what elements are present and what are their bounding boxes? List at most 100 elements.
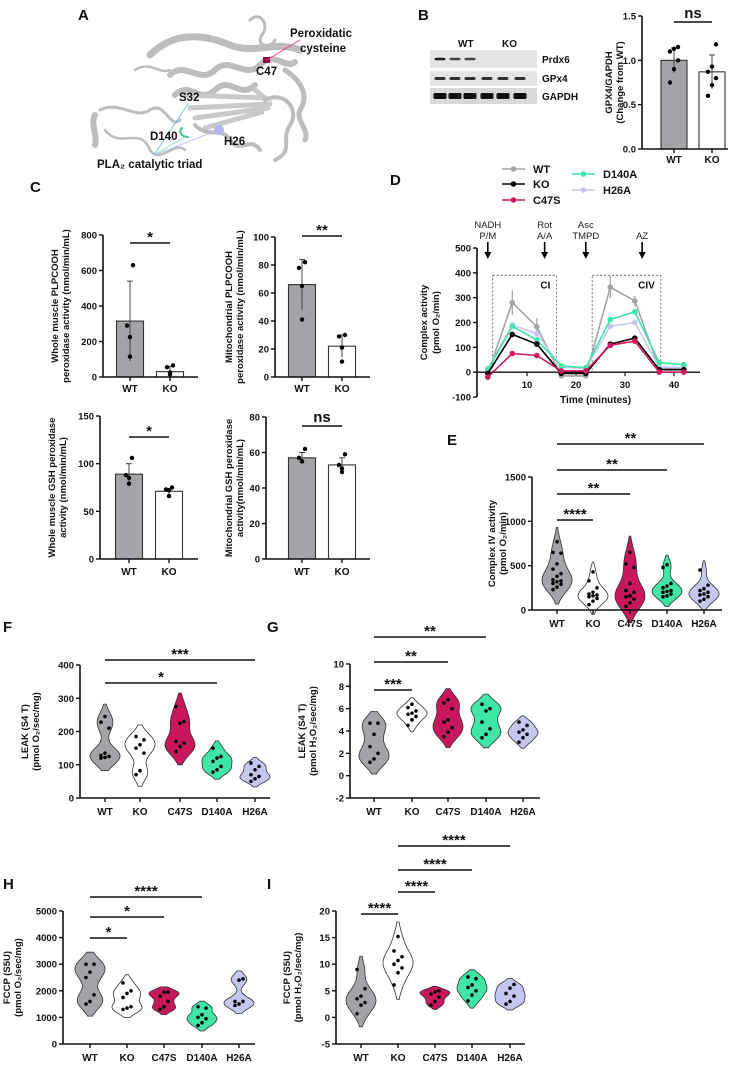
data-point [138, 768, 142, 773]
blot-band [496, 93, 510, 99]
data-point [211, 759, 215, 764]
data-point [124, 323, 130, 328]
x-tick-label-d140a: D140A [470, 807, 501, 818]
data-point [127, 334, 133, 340]
data-point [551, 587, 555, 592]
x-tick-label-h26a: H26A [497, 1053, 523, 1064]
data-point [372, 732, 376, 737]
y-tick-label: 50 [83, 507, 94, 518]
y-tick-label: 600 [81, 266, 97, 277]
y-tick-label: 100 [58, 760, 74, 771]
data-point [410, 718, 414, 722]
data-point [587, 602, 591, 607]
y-axis-label-line: FCCP (S5U) [2, 951, 13, 1004]
y-tick-label: 5000 [36, 907, 57, 918]
significance-label: ** [625, 430, 637, 447]
data-point [84, 975, 88, 980]
data-point [182, 741, 186, 745]
data-point [134, 772, 138, 777]
data-point [429, 992, 433, 996]
h26-label: H26 [224, 136, 245, 148]
protein-structure [90, 15, 309, 162]
data-point [410, 702, 414, 706]
data-point [661, 594, 665, 599]
data-point [488, 706, 492, 711]
panel-label-c: C [30, 179, 41, 196]
pla2-triad-label: PLA₂ catalytic triad [97, 159, 202, 171]
peroxidatic-label: Peroxidatic [290, 28, 353, 40]
y-axis-label: Complex activity(pmol O₂/min) [419, 284, 442, 360]
significance-label: ** [405, 648, 417, 665]
y-tick-label: 6 [339, 704, 344, 715]
data-point [675, 58, 681, 63]
data-point [661, 565, 665, 570]
y-tick-label: 60 [249, 448, 260, 459]
violin-d140a [470, 693, 502, 749]
legend-label-h26a: H26A [603, 185, 631, 197]
panel-label-h: H [3, 876, 14, 893]
blot-band [463, 93, 477, 99]
y-tick-label: 10 [333, 660, 344, 671]
data-point [504, 991, 508, 996]
data-point [414, 709, 418, 713]
data-point [675, 44, 681, 50]
data-point [665, 562, 669, 567]
y-tick-label: 0 [339, 771, 344, 782]
data-point [211, 770, 215, 774]
bar-chart-c3: 0 50 100 150 Whole muscle GSH peroxidaseacti… [47, 412, 198, 578]
series-point-d140a [681, 361, 687, 368]
x-tick-label-h26a: H26A [691, 619, 717, 630]
x-tick-label-ko: KO [586, 619, 601, 630]
data-point [667, 49, 673, 54]
triad-pointer-h26 [153, 130, 217, 156]
data-point [339, 359, 345, 364]
data-point [219, 764, 223, 769]
violin-c47s [419, 986, 451, 1010]
blot-band [449, 57, 461, 61]
x-axis-label: Time (minutes) [560, 395, 631, 406]
data-point [709, 64, 715, 69]
data-point [555, 574, 559, 579]
violin-chart-h: 0 1000 2000 3000 4000 5000 FCCP (S5U)(pmol O₂/… [2, 883, 255, 1064]
data-point [705, 69, 711, 75]
panel-label-g: G [267, 619, 279, 636]
data-point [196, 1004, 200, 1009]
data-point [167, 370, 173, 375]
series-point-wt [607, 284, 614, 291]
data-point [163, 487, 169, 492]
data-point [355, 1011, 359, 1016]
data-point [368, 744, 372, 749]
y-tick-label: 150 [78, 412, 94, 423]
data-point [559, 551, 563, 556]
significance-label: ns [684, 5, 702, 22]
injection-arrowhead [638, 252, 646, 259]
significance-label: **** [423, 856, 447, 873]
y-tick-label: 1000 [505, 517, 526, 528]
significance-label: * [146, 423, 152, 440]
significance-label: ** [316, 222, 328, 239]
data-point [508, 986, 512, 990]
x-tick-label-ko: KO [120, 1053, 135, 1064]
x-tick-label-wt: WT [549, 619, 565, 630]
data-point [669, 592, 673, 596]
data-point [521, 735, 525, 740]
data-point [103, 755, 107, 760]
data-point [624, 588, 628, 593]
d140-residue-marker [179, 127, 189, 138]
data-point [253, 767, 257, 772]
y-tick-label: 1500 [505, 473, 526, 484]
blot-group-wt: WT [458, 39, 474, 50]
data-point [249, 779, 253, 784]
series-point-d140a [509, 323, 516, 330]
legend-label-wt: WT [533, 164, 550, 176]
significance-label: * [158, 669, 164, 686]
legend-label-ko: KO [533, 179, 550, 191]
x-tick-label-ko: KO [335, 384, 350, 395]
significance-label: **** [405, 878, 429, 895]
x-tick-label-ko: KO [391, 1053, 406, 1064]
data-point [698, 599, 702, 603]
data-point [521, 728, 525, 732]
data-point [450, 725, 454, 730]
injection-label: A/A [537, 231, 553, 242]
data-point [555, 562, 559, 566]
